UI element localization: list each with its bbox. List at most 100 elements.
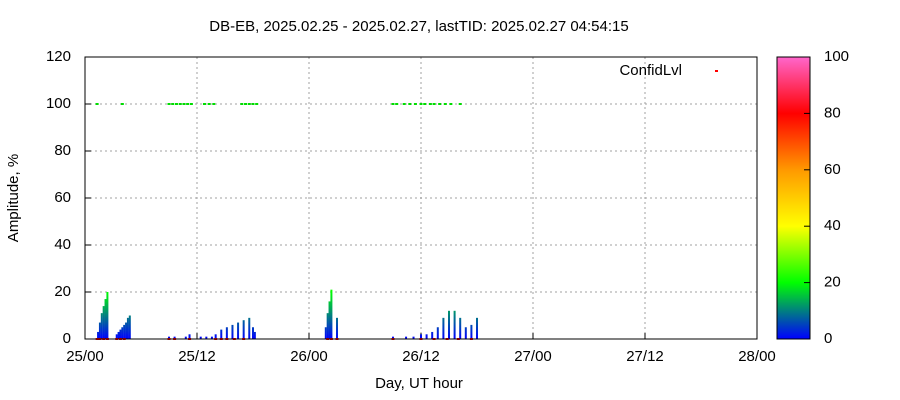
point (202, 103, 206, 105)
colorbar-tick-label: 100 (824, 48, 849, 65)
bar (210, 336, 213, 339)
bar (436, 327, 439, 339)
point (438, 103, 442, 105)
bar (100, 313, 103, 339)
bar (448, 310, 450, 339)
bar (199, 336, 202, 339)
x-tick-label: 27/12 (626, 348, 664, 365)
colorbar-tick-label: 20 (824, 274, 841, 291)
bar (205, 336, 208, 339)
point (432, 103, 436, 105)
chart-title: DB-EB, 2025.02.25 - 2025.02.27, lastTID:… (209, 18, 628, 35)
bar (252, 327, 254, 339)
bar (97, 331, 100, 339)
colorbar-tick-label: 60 (824, 161, 841, 178)
point (413, 103, 417, 105)
bar (328, 301, 331, 339)
bar (442, 317, 445, 339)
y-tick-label: 100 (46, 95, 71, 112)
bar (459, 317, 462, 339)
x-tick-label: 27/00 (514, 348, 552, 365)
bar (248, 317, 251, 339)
bar (326, 313, 329, 339)
bar (470, 324, 473, 339)
bar (464, 327, 467, 339)
bar (104, 299, 107, 339)
point (240, 103, 244, 105)
bar (126, 317, 129, 339)
bar (188, 334, 191, 339)
bar (225, 327, 228, 339)
bar (425, 334, 428, 339)
point (178, 103, 182, 105)
point (247, 103, 251, 105)
point (212, 103, 216, 105)
bar (125, 322, 128, 339)
bar (121, 327, 124, 339)
point (449, 103, 453, 105)
point (408, 103, 412, 105)
point (428, 103, 432, 105)
bar (453, 310, 456, 339)
point (167, 103, 171, 105)
point (189, 103, 193, 105)
bar (98, 322, 101, 339)
bar (237, 322, 240, 339)
colorbar-tick-label: 40 (824, 217, 841, 234)
y-tick-label: 60 (54, 189, 71, 206)
x-tick-label: 25/00 (66, 348, 104, 365)
bar (168, 336, 170, 339)
bar (115, 334, 118, 339)
bar (220, 329, 223, 339)
y-tick-label: 20 (54, 283, 71, 300)
bar (405, 336, 408, 339)
bar (173, 336, 176, 339)
x-axis-label: Day, UT hour (375, 375, 463, 392)
bar (330, 289, 333, 339)
bar (123, 324, 126, 339)
bar (412, 336, 415, 339)
bar (431, 331, 434, 339)
point (423, 103, 427, 105)
y-tick-label: 40 (54, 236, 71, 253)
y-tick-label: 80 (54, 142, 71, 159)
bar (324, 327, 327, 339)
bar (242, 320, 245, 339)
bar (420, 334, 422, 339)
bar (106, 292, 109, 339)
x-tick-label: 25/12 (178, 348, 216, 365)
point (255, 103, 259, 105)
x-tick-label: 26/00 (290, 348, 328, 365)
colorbar-tick-label: 0 (824, 330, 832, 347)
point (458, 103, 462, 105)
bar (128, 315, 131, 339)
colorbar-tick-label: 80 (824, 104, 841, 121)
bar (214, 334, 217, 339)
y-axis-label: Amplitude, % (5, 154, 22, 242)
bar (231, 324, 234, 339)
y-tick-label: 0 (63, 330, 71, 347)
point (186, 103, 190, 105)
bar (476, 317, 478, 339)
point (419, 103, 423, 105)
bar (102, 306, 105, 339)
point (244, 103, 248, 105)
bar (336, 317, 338, 339)
plot-border (84, 56, 758, 340)
point (402, 103, 406, 105)
bar (392, 336, 394, 339)
x-tick-label: 26/12 (402, 348, 440, 365)
point (174, 103, 178, 105)
bar (253, 331, 256, 339)
y-tick-label: 120 (46, 48, 71, 65)
colorbar (776, 56, 811, 340)
point (395, 103, 399, 105)
point (171, 103, 175, 105)
point (95, 103, 99, 105)
bar (184, 336, 187, 339)
point (207, 103, 211, 105)
x-tick-label: 28/00 (738, 348, 776, 365)
point (391, 103, 395, 105)
bar (117, 331, 120, 339)
